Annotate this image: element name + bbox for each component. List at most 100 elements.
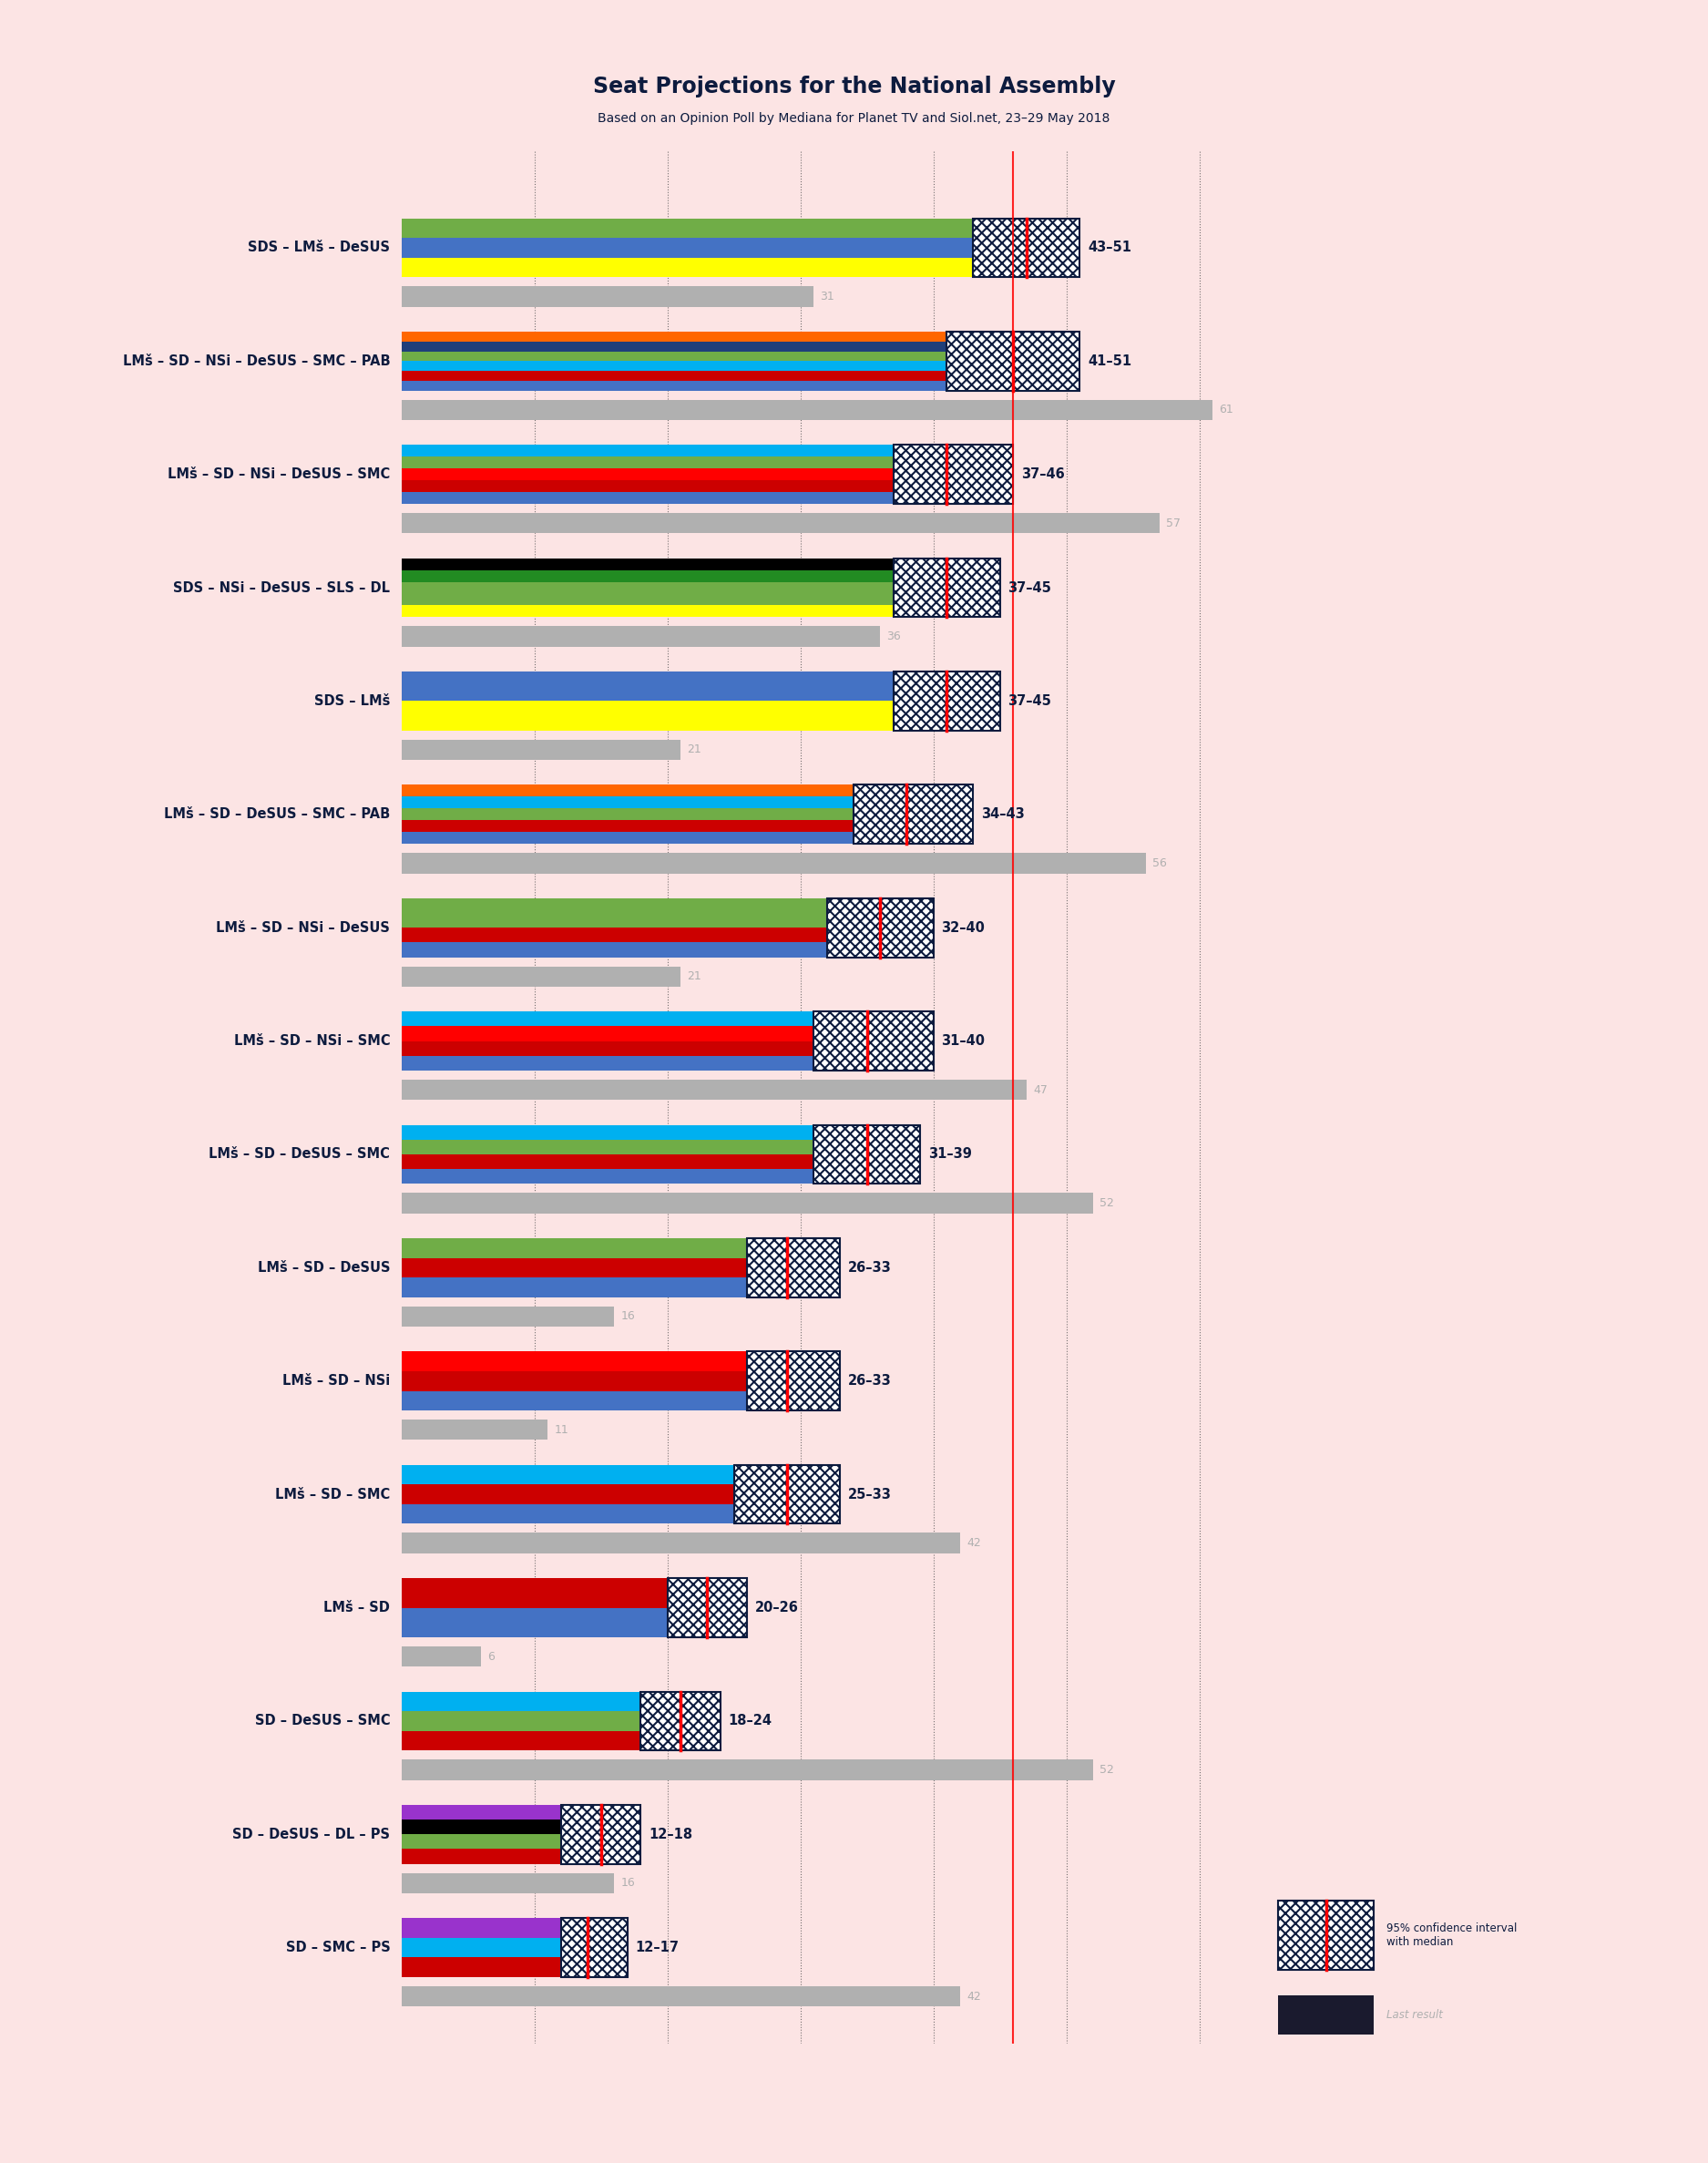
Bar [401,833,854,844]
Bar [401,1919,560,1938]
Bar [401,671,893,701]
Bar [401,1691,640,1711]
Text: 6: 6 [488,1650,495,1663]
Text: Last result: Last result [1387,2009,1442,2020]
Text: LMš – SD – DeSUS – SMC – PAB: LMš – SD – DeSUS – SMC – PAB [164,807,389,822]
Bar [746,1237,840,1298]
Bar [401,701,893,731]
Bar [401,456,893,469]
Bar [401,1306,615,1326]
Bar [401,218,974,238]
Text: 43–51: 43–51 [1088,240,1131,255]
Text: 47: 47 [1033,1084,1047,1097]
Bar [854,785,974,844]
Bar [401,1155,813,1170]
Text: 12–18: 12–18 [649,1828,692,1841]
Bar [401,1849,560,1865]
Bar [893,671,999,731]
Bar [893,558,999,616]
Bar [401,1819,560,1834]
Bar [401,1804,560,1819]
Bar [401,286,813,307]
Bar [401,740,680,759]
Text: 21: 21 [687,971,702,982]
Text: 57: 57 [1167,517,1180,530]
Bar [401,1938,560,1958]
Text: 26–33: 26–33 [849,1261,892,1274]
Bar [401,1730,640,1750]
Bar [401,852,1146,874]
Bar [401,1056,813,1071]
Bar [560,1804,640,1865]
Bar [1278,1901,1373,1970]
Text: 52: 52 [1100,1763,1114,1776]
Bar [401,257,974,277]
Bar [401,1579,668,1607]
Bar [401,809,854,820]
Text: 18–24: 18–24 [729,1715,772,1728]
Bar [401,238,974,257]
Bar [401,796,854,809]
Text: 20–26: 20–26 [755,1601,799,1614]
Bar [401,1371,746,1391]
Text: Based on an Opinion Poll by Mediana for Planet TV and Siol.net, 23–29 May 2018: Based on an Opinion Poll by Mediana for … [598,112,1110,125]
Bar [401,1986,960,2007]
Bar [401,1079,1027,1101]
Bar [734,1464,840,1525]
Text: LMš – SD – NSi – DeSUS – SMC – PAB: LMš – SD – NSi – DeSUS – SMC – PAB [123,355,389,368]
Bar [401,350,946,361]
Text: 16: 16 [620,1311,635,1322]
Bar [813,1125,921,1183]
Bar [401,606,893,616]
Bar [640,1691,721,1750]
Text: SDS – LMš – DeSUS: SDS – LMš – DeSUS [248,240,389,255]
Text: LMš – SD – DeSUS: LMš – SD – DeSUS [258,1261,389,1274]
Bar [401,381,946,392]
Bar [401,1278,746,1298]
Text: 31–39: 31–39 [927,1149,972,1162]
Bar [946,331,1079,392]
Text: 41–51: 41–51 [1088,355,1131,368]
Bar [401,1958,560,1977]
Text: 37–45: 37–45 [1008,694,1052,707]
Text: LMš – SD: LMš – SD [325,1601,389,1614]
Text: 95% confidence interval
with median: 95% confidence interval with median [1387,1923,1517,1949]
Bar [401,1170,813,1183]
Text: 31: 31 [820,290,835,303]
Text: 42: 42 [967,1990,980,2003]
Text: SDS – LMš: SDS – LMš [314,694,389,707]
Bar [401,1759,1093,1780]
Text: 12–17: 12–17 [635,1940,680,1955]
Bar [401,1125,813,1140]
Bar [401,967,680,986]
Bar [401,1391,746,1410]
Text: 34–43: 34–43 [980,807,1025,822]
Bar [401,1503,734,1525]
Text: 37–45: 37–45 [1008,582,1052,595]
Bar [401,1025,813,1040]
Bar [401,943,827,958]
Text: 61: 61 [1220,404,1233,415]
Text: LMš – SD – DeSUS – SMC: LMš – SD – DeSUS – SMC [208,1149,389,1162]
Bar [401,1237,746,1259]
Bar [401,1040,813,1056]
Bar [401,1534,960,1553]
Text: SD – DeSUS – SMC: SD – DeSUS – SMC [254,1715,389,1728]
Text: 52: 52 [1100,1196,1114,1209]
Text: LMš – SD – NSi – DeSUS – SMC: LMš – SD – NSi – DeSUS – SMC [167,467,389,480]
Text: 25–33: 25–33 [849,1488,892,1501]
Bar [401,1834,560,1849]
Text: LMš – SD – NSi – SMC: LMš – SD – NSi – SMC [234,1034,389,1047]
Text: 26–33: 26–33 [849,1374,892,1389]
Bar [813,1012,933,1071]
Text: 36: 36 [886,632,902,642]
Bar [401,1464,734,1484]
Bar [401,1012,813,1025]
Text: 56: 56 [1153,857,1167,870]
Bar [974,218,1079,277]
Bar [401,1352,746,1371]
Bar [1278,1994,1373,2035]
Bar [560,1919,627,1977]
Text: 31–40: 31–40 [941,1034,986,1047]
Bar [401,1419,548,1441]
